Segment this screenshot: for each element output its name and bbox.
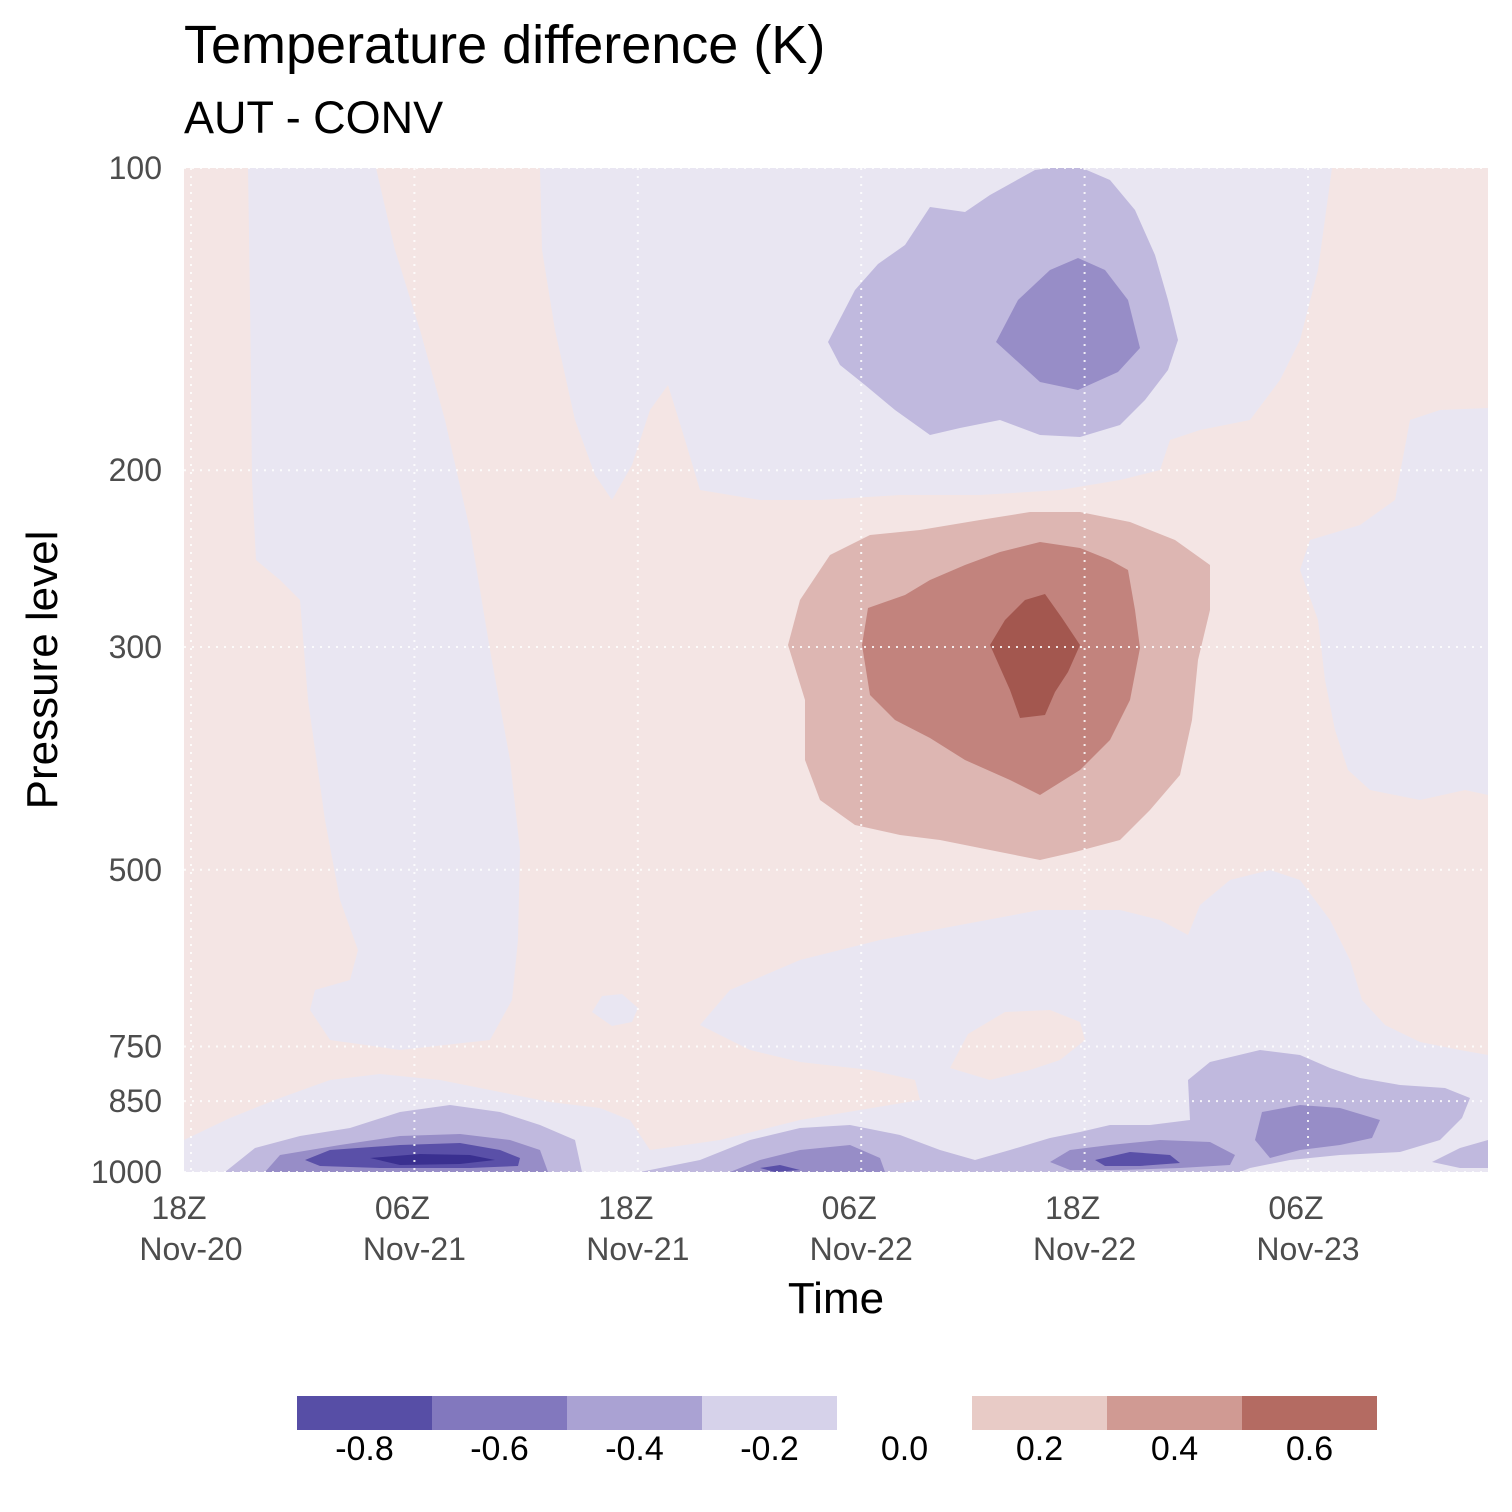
- colorbar-label: -0.6: [470, 1430, 529, 1468]
- contour-pos-06: [990, 594, 1080, 718]
- x-tick-hour: 18Z: [1045, 1190, 1100, 1226]
- colorbar-label: 0.2: [1016, 1430, 1063, 1468]
- contour-neg-08-surface-mid: [760, 1165, 800, 1172]
- x-tick-day: Nov-23: [1256, 1231, 1359, 1267]
- y-tick-label: 500: [109, 852, 162, 888]
- colorbar-swatch: [972, 1396, 1107, 1430]
- colorbar-label: 0.0: [881, 1430, 928, 1468]
- x-tick-day: Nov-21: [363, 1231, 466, 1267]
- colorbar-swatch: [297, 1396, 432, 1430]
- colorbar-label: 0.4: [1151, 1430, 1198, 1468]
- y-tick-label: 750: [109, 1029, 162, 1065]
- chart-title: Temperature difference (K): [184, 15, 826, 75]
- y-tick-label: 850: [109, 1083, 162, 1119]
- contour-pos-00-island: [950, 1010, 1085, 1080]
- contour-neg-10-surface-left: [370, 1154, 495, 1165]
- colorbar-swatch: [432, 1396, 567, 1430]
- x-tick-day: Nov-21: [586, 1231, 689, 1267]
- x-tick-day: Nov-22: [1033, 1231, 1136, 1267]
- x-tick-hour: 06Z: [1268, 1190, 1323, 1226]
- colorbar-legend: -0.8 -0.6 -0.4 -0.2 0.0 0.2 0.4 0.6: [297, 1396, 1377, 1468]
- contour-neg-02-island: [592, 994, 638, 1026]
- y-tick-label: 100: [109, 150, 162, 186]
- colorbar-label: -0.2: [740, 1430, 799, 1468]
- x-tick-day: Nov-20: [139, 1231, 242, 1267]
- contour-plot: [184, 168, 1488, 1172]
- y-tick-label: 200: [109, 452, 162, 488]
- contour-neg-06-upper: [996, 258, 1140, 390]
- colorbar-label: -0.4: [605, 1430, 664, 1468]
- x-tick-hour: 18Z: [598, 1190, 653, 1226]
- grid-lines: [184, 168, 1488, 1172]
- colorbar-swatch: [1242, 1396, 1377, 1430]
- contour-neg-02-lower: [184, 870, 1488, 1172]
- colorbar-label: -0.8: [335, 1430, 394, 1468]
- contour-neg-04-surface-right: [1432, 1140, 1488, 1168]
- contour-neg-06-surface-mid: [730, 1145, 885, 1172]
- y-tick-label: 1000: [91, 1154, 162, 1190]
- x-tick-hour: 06Z: [375, 1190, 430, 1226]
- contour-neg-06-right: [1255, 1105, 1380, 1158]
- y-axis-label: Pressure level: [18, 531, 67, 810]
- x-axis-label: Time: [788, 1274, 884, 1323]
- y-axis-ticks: 100 200 300 500 750 850 1000: [91, 150, 162, 1190]
- x-tick-hour: 06Z: [822, 1190, 877, 1226]
- colorbar-label: 0.6: [1286, 1430, 1333, 1468]
- chart-subtitle: AUT - CONV: [184, 92, 444, 143]
- contour-neg-02-left-column: [248, 168, 520, 1050]
- contour-neg-08-surface-mid2: [1095, 1152, 1180, 1166]
- x-tick-day: Nov-22: [810, 1231, 913, 1267]
- x-axis-ticks: 18Z Nov-20 06Z Nov-21 18Z Nov-21 06Z Nov-22 18Z N…: [139, 1190, 1359, 1267]
- colorbar-swatch: [567, 1396, 702, 1430]
- contour-neg-02-right: [1300, 408, 1488, 800]
- colorbar-swatch: [1107, 1396, 1242, 1430]
- contour-pos-00-sliver: [720, 1080, 734, 1087]
- colorbar-swatch: [837, 1396, 972, 1430]
- colorbar-swatch: [702, 1396, 837, 1430]
- x-tick-hour: 18Z: [151, 1190, 206, 1226]
- y-tick-label: 300: [109, 629, 162, 665]
